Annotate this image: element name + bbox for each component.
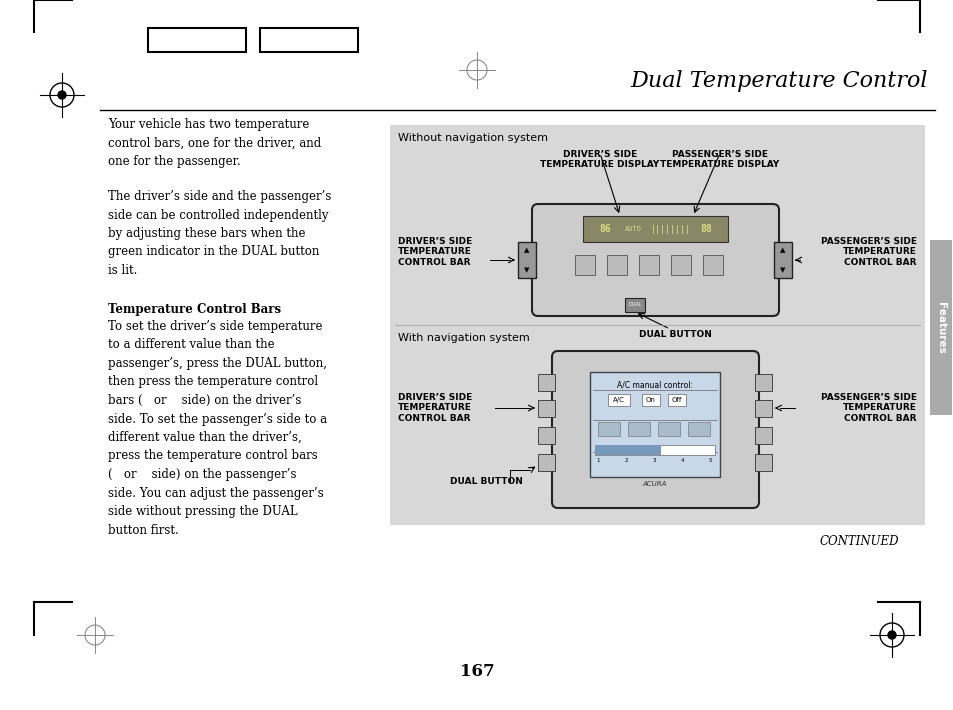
Bar [639, 255, 659, 275]
Text: 4: 4 [679, 458, 683, 463]
FancyBboxPatch shape [552, 351, 759, 508]
Circle shape [887, 631, 895, 639]
Bar [595, 445, 660, 455]
Bar [754, 454, 771, 471]
Bar [537, 400, 555, 417]
Bar [595, 445, 714, 455]
Text: ||||||||: |||||||| [650, 224, 690, 234]
Text: Without navigation system: Without navigation system [397, 133, 547, 143]
Circle shape [58, 91, 66, 99]
Text: 86: 86 [598, 224, 610, 234]
Bar [606, 255, 626, 275]
Bar [537, 454, 555, 471]
Bar [773, 242, 791, 278]
Text: 5: 5 [707, 458, 711, 463]
Bar [582, 216, 727, 242]
Text: DUAL BUTTON: DUAL BUTTON [450, 478, 522, 486]
Text: ACURA: ACURA [642, 481, 666, 487]
Text: ▼: ▼ [780, 267, 785, 273]
Bar [754, 427, 771, 444]
Text: With navigation system: With navigation system [397, 333, 529, 343]
Bar [627, 422, 649, 436]
Text: ▲: ▲ [524, 247, 529, 253]
Text: DRIVER’S SIDE
TEMPERATURE DISPLAY: DRIVER’S SIDE TEMPERATURE DISPLAY [539, 150, 659, 170]
Bar [658, 422, 679, 436]
Text: ▲: ▲ [780, 247, 785, 253]
Text: PASSENGER’S SIDE
TEMPERATURE
CONTROL BAR: PASSENGER’S SIDE TEMPERATURE CONTROL BAR [821, 393, 916, 423]
Bar [754, 400, 771, 417]
Bar [390, 125, 924, 525]
Bar [754, 374, 771, 391]
Text: 88: 88 [700, 224, 711, 234]
Bar [537, 427, 555, 444]
FancyBboxPatch shape [532, 204, 779, 316]
Bar [260, 28, 357, 52]
Bar [148, 28, 246, 52]
Text: 2: 2 [623, 458, 627, 463]
Text: DUAL: DUAL [628, 302, 641, 307]
Bar [641, 394, 659, 406]
Bar [598, 422, 619, 436]
Bar [624, 298, 644, 312]
Text: DRIVER’S SIDE
TEMPERATURE
CONTROL BAR: DRIVER’S SIDE TEMPERATURE CONTROL BAR [397, 393, 472, 423]
Bar [687, 422, 709, 436]
Bar [670, 255, 690, 275]
Text: Your vehicle has two temperature
control bars, one for the driver, and
one for t: Your vehicle has two temperature control… [108, 118, 321, 168]
Text: ▼: ▼ [524, 267, 529, 273]
Text: DUAL BUTTON: DUAL BUTTON [638, 330, 711, 339]
Text: Dual Temperature Control: Dual Temperature Control [630, 70, 927, 92]
Text: AUTO: AUTO [624, 226, 640, 232]
Text: Temperature Control Bars: Temperature Control Bars [108, 303, 281, 316]
Text: PASSENGER’S SIDE
TEMPERATURE DISPLAY: PASSENGER’S SIDE TEMPERATURE DISPLAY [659, 150, 779, 170]
Text: Off: Off [671, 397, 681, 403]
Bar [929, 240, 951, 415]
Text: Features: Features [935, 302, 945, 354]
Text: To set the driver’s side temperature
to a different value than the
passenger’s, : To set the driver’s side temperature to … [108, 320, 327, 537]
Bar [575, 255, 595, 275]
Bar [589, 372, 720, 477]
Text: 3: 3 [652, 458, 655, 463]
Bar [537, 374, 555, 391]
Text: A/C: A/C [613, 397, 624, 403]
Bar [702, 255, 722, 275]
Bar [607, 394, 629, 406]
Text: CONTINUED: CONTINUED [820, 535, 899, 548]
Bar [667, 394, 685, 406]
Text: 167: 167 [459, 664, 494, 680]
Text: On: On [645, 397, 656, 403]
Text: The driver’s side and the passenger’s
side can be controlled independently
by ad: The driver’s side and the passenger’s si… [108, 190, 331, 277]
Text: DRIVER’S SIDE
TEMPERATURE
CONTROL BAR: DRIVER’S SIDE TEMPERATURE CONTROL BAR [397, 237, 472, 267]
Bar [517, 242, 536, 278]
Text: 1: 1 [596, 458, 599, 463]
Text: PASSENGER’S SIDE
TEMPERATURE
CONTROL BAR: PASSENGER’S SIDE TEMPERATURE CONTROL BAR [821, 237, 916, 267]
Text: A/C manual control:: A/C manual control: [617, 380, 692, 389]
